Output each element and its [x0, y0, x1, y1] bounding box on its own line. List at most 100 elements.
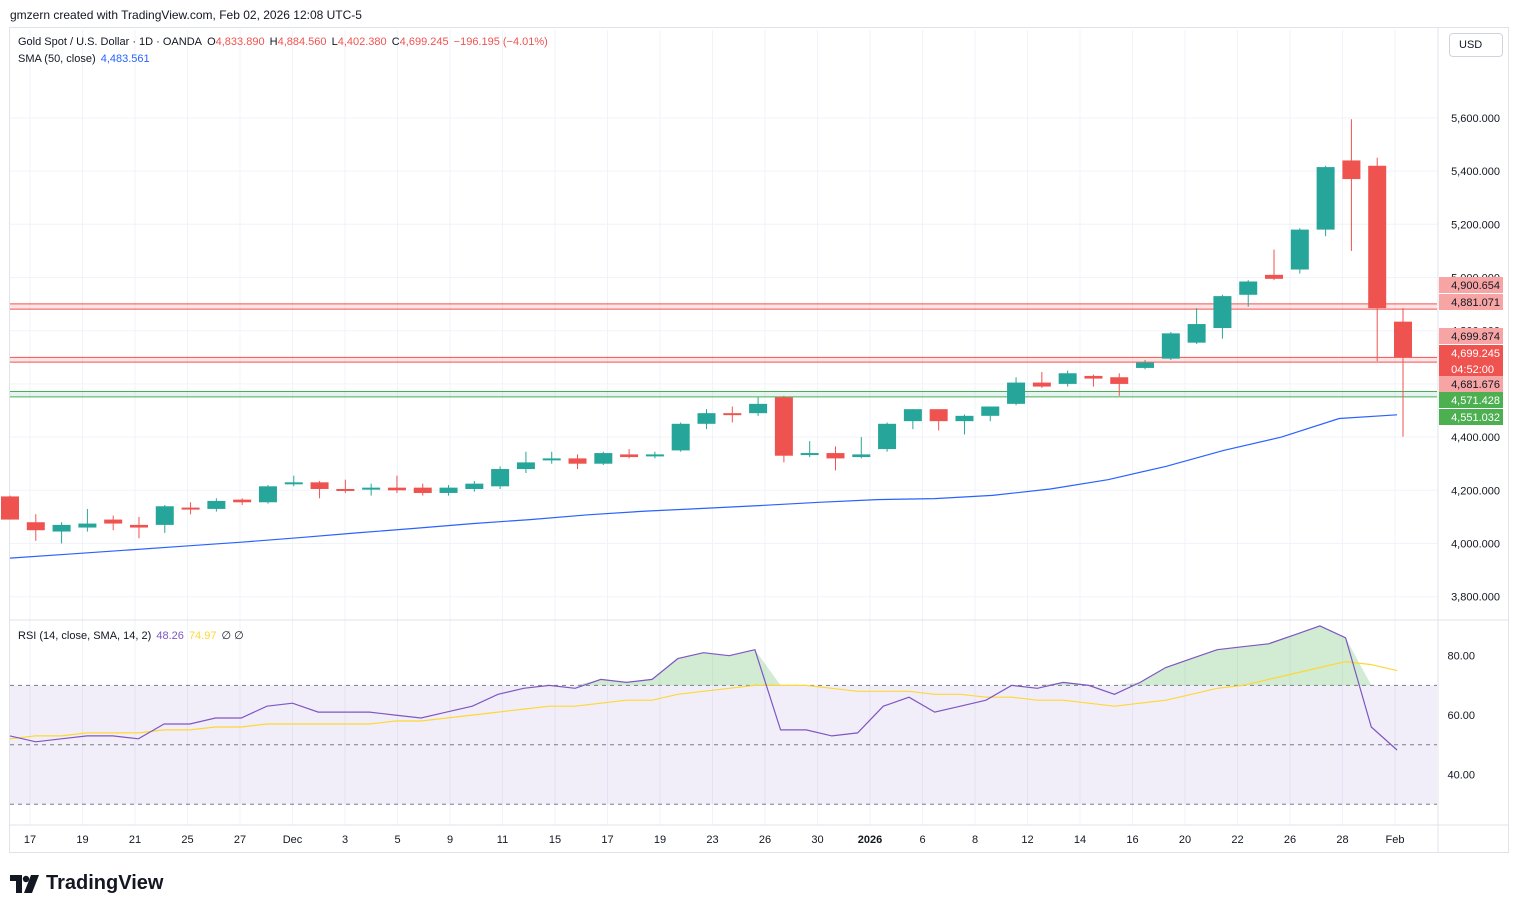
candle-body	[929, 409, 948, 422]
level-tag-label: 4,681.676	[1451, 379, 1500, 391]
ohlc-legend: Gold Spot / U.S. Dollar · 1D · OANDA O4,…	[18, 36, 550, 48]
candle-body	[800, 453, 819, 456]
candle-body	[955, 415, 974, 422]
time-tick-label: 19	[76, 834, 88, 846]
countdown-label: 04:52:00	[1451, 364, 1494, 376]
low-value: 4,402.380	[337, 36, 387, 48]
candle-body	[387, 487, 406, 491]
rsi-value: 48.26	[156, 630, 184, 642]
candle-body	[1084, 375, 1103, 379]
candle-body	[903, 409, 922, 422]
candle-body	[1007, 382, 1026, 404]
candle-body	[207, 500, 226, 509]
high-label: H	[269, 36, 278, 48]
time-tick-label: 11	[497, 834, 508, 846]
rsi-line	[9, 625, 1398, 751]
candle-body	[258, 486, 277, 503]
open-label: O	[207, 36, 216, 48]
price-tick-label: 4,400.000	[1451, 432, 1500, 444]
candle-body	[1110, 377, 1129, 384]
rsi-tick-label: 40.00	[1447, 769, 1475, 781]
level-tag	[1439, 392, 1503, 408]
level-tag-label: 4,699.874	[1451, 331, 1500, 343]
level-zone	[10, 391, 1437, 397]
rsi-label: RSI (14, close, SMA, 14, 2)	[18, 630, 152, 642]
candle-body	[1058, 373, 1077, 384]
candle-body	[155, 506, 174, 525]
rsi-overbought-fill	[1114, 625, 1372, 686]
candle-body	[542, 458, 561, 461]
time-tick-label: 30	[811, 834, 823, 846]
price-tick-label: 4,000.000	[1451, 539, 1500, 551]
chart-attribution: gmzern created with TradingView.com, Feb…	[10, 8, 362, 22]
level-tag-label: 4,571.428	[1451, 395, 1500, 407]
candle-body	[723, 413, 742, 416]
candle-body	[1342, 160, 1361, 180]
candle-body	[1213, 296, 1232, 329]
tradingview-logo: TradingView	[10, 872, 163, 895]
candle-body	[1265, 274, 1284, 279]
price-tick-label: 5,600.000	[1451, 113, 1500, 125]
candle-body	[1, 496, 19, 520]
level-tag-label: 4,900.654	[1451, 280, 1500, 292]
high-value: 4,884.560	[277, 36, 327, 48]
candle-body	[1032, 382, 1051, 387]
chart-frame	[9, 27, 1509, 853]
change-value: −196.195 (−4.01%)	[453, 36, 548, 48]
level-zone	[10, 357, 1437, 363]
time-tick-label: 9	[447, 834, 453, 846]
low-label: L	[331, 36, 338, 48]
level-tag-label: 4,881.071	[1451, 297, 1500, 309]
brand-name: TradingView	[46, 872, 164, 894]
candle-body	[645, 454, 664, 457]
time-tick-label: 15	[549, 834, 561, 846]
level-tag-label: 4,699.245	[1451, 348, 1500, 360]
sma-value: 4,483.561	[100, 53, 150, 65]
time-tick-label: 28	[1336, 834, 1348, 846]
time-tick-label: 2026	[858, 834, 882, 846]
candle-body	[697, 413, 716, 424]
time-tick-label: 17	[24, 834, 36, 846]
sma-label: SMA (50, close)	[18, 53, 96, 65]
candle-body	[104, 519, 123, 524]
time-tick-label: 26	[1284, 834, 1296, 846]
candle-body	[1316, 167, 1335, 230]
close-label: C	[391, 36, 400, 48]
candle-body	[284, 482, 303, 485]
candle-body	[981, 406, 1000, 416]
candle-body	[1239, 281, 1258, 295]
candle-body	[826, 453, 845, 459]
candle-body	[516, 462, 535, 470]
level-tag	[1439, 376, 1503, 392]
rsi-tick-label: 80.00	[1447, 651, 1475, 663]
candle-body	[233, 499, 252, 503]
candle-body	[181, 507, 200, 510]
level-tag	[1439, 294, 1503, 310]
rsi-ma-value: 74.97	[188, 630, 217, 642]
time-tick-label: 17	[601, 834, 613, 846]
candle-body	[362, 487, 381, 490]
candle-body	[129, 524, 148, 528]
candle-body	[852, 454, 871, 458]
price-tick-label: 3,800.000	[1451, 592, 1500, 604]
level-tag	[1439, 409, 1503, 425]
time-tick-label: 19	[654, 834, 666, 846]
tradingview-logo-icon	[10, 874, 39, 893]
currency-selector[interactable]: USD	[1449, 33, 1503, 57]
time-tick-label: 16	[1126, 834, 1138, 846]
rsi-ma-line	[9, 660, 1398, 740]
level-zone	[10, 303, 1437, 310]
candle-body	[413, 487, 432, 493]
candle-body	[465, 483, 484, 489]
level-tag	[1439, 345, 1503, 361]
candle-body	[439, 487, 458, 493]
time-tick-label: 8	[972, 834, 978, 846]
time-tick-label: 14	[1074, 834, 1086, 846]
level-tag-label: 4,551.032	[1451, 412, 1500, 424]
rsi-overbought-fill	[1037, 682, 1089, 686]
time-tick-label: 25	[181, 834, 193, 846]
time-tick-label: 6	[919, 834, 925, 846]
time-tick-label: Feb	[1386, 834, 1405, 846]
candle-body	[1368, 165, 1387, 309]
